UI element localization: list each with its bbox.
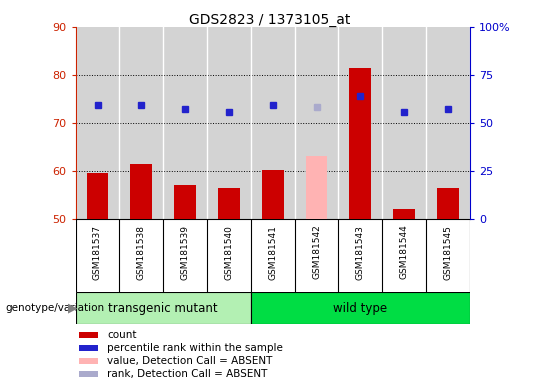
Bar [130,164,152,219]
Bar [349,68,372,219]
Text: genotype/variation: genotype/variation [5,303,105,313]
Text: percentile rank within the sample: percentile rank within the sample [107,343,283,353]
Bar [306,156,327,219]
Bar [251,292,470,324]
Bar [76,292,251,324]
Bar [79,371,98,377]
Bar [174,185,196,219]
Text: GDS2823 / 1373105_at: GDS2823 / 1373105_at [190,13,350,27]
Text: GSM181544: GSM181544 [400,225,409,280]
Bar [79,332,98,338]
Text: GSM181538: GSM181538 [137,225,146,280]
Text: value, Detection Call = ABSENT: value, Detection Call = ABSENT [107,356,272,366]
Bar [393,209,415,219]
Text: GSM181539: GSM181539 [180,225,190,280]
Bar [437,188,459,219]
Text: count: count [107,330,137,340]
Bar [218,188,240,219]
Text: GSM181545: GSM181545 [443,225,453,280]
Bar [262,170,284,219]
Text: GSM181543: GSM181543 [356,225,365,280]
Text: rank, Detection Call = ABSENT: rank, Detection Call = ABSENT [107,369,267,379]
Text: ▶: ▶ [68,302,77,315]
Bar [86,173,109,219]
Text: transgenic mutant: transgenic mutant [109,302,218,314]
Bar [79,358,98,364]
Text: GSM181537: GSM181537 [93,225,102,280]
Text: GSM181540: GSM181540 [225,225,233,280]
Text: GSM181542: GSM181542 [312,225,321,280]
Bar [79,345,98,351]
Text: GSM181541: GSM181541 [268,225,277,280]
Text: wild type: wild type [333,302,387,314]
